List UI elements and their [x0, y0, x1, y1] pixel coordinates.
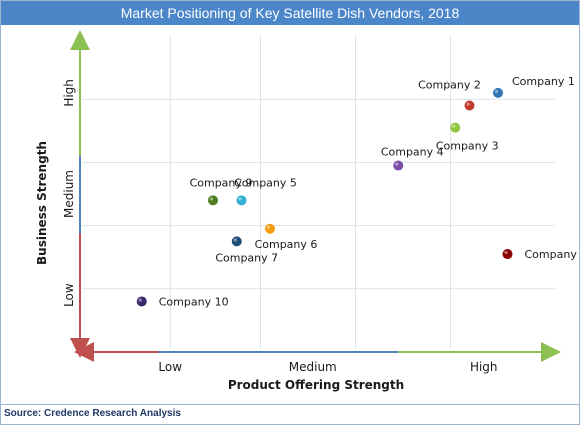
point-company-5: [236, 195, 247, 206]
point-label-company-8: Company 8: [525, 248, 580, 261]
point-label-company-4: Company 4: [381, 146, 444, 159]
point-label-company-7: Company 7: [215, 251, 278, 264]
point-company-9: [208, 195, 218, 206]
point-company-2: [464, 100, 475, 111]
point-highlight: [395, 162, 399, 166]
axes: Low Medium High Low Medium High: [62, 30, 561, 374]
point-label-company-10: Company 10: [159, 295, 229, 308]
grid-lines: [82, 36, 555, 348]
chart-title: Market Positioning of Key Satellite Dish…: [1, 1, 579, 25]
y-tick-label: Medium: [62, 170, 76, 218]
point-highlight: [504, 250, 508, 255]
x-tick-label: Medium: [289, 360, 337, 374]
point-highlight: [233, 238, 237, 242]
y-tick-label: Low: [62, 283, 76, 307]
point-label-company-2: Company 2: [418, 79, 481, 92]
x-tick-label: Low: [158, 360, 182, 374]
point-company-7: [231, 236, 242, 247]
point-label-company-6: Company 6: [255, 238, 318, 251]
source-note: Source: Credence Research Analysis: [4, 408, 181, 419]
point-company-4: [393, 160, 404, 171]
point-company-8: [502, 249, 513, 260]
point-company-6: [265, 223, 275, 234]
x-tick-label: High: [470, 360, 498, 374]
x-axis-title: Product Offering Strength: [228, 378, 404, 392]
point-company-3: [450, 122, 461, 133]
point-highlight: [494, 89, 499, 93]
point-highlight: [209, 197, 214, 201]
y-tick-label: High: [62, 79, 76, 107]
point-company-10: [136, 296, 147, 307]
point-label-company-1: Company 1: [512, 75, 575, 88]
y-axis-title: Business Strength: [35, 141, 49, 265]
point-highlight: [466, 102, 470, 106]
point-highlight: [266, 225, 271, 229]
point-label-company-3: Company 3: [436, 140, 499, 153]
point-label-company-9: Company 9: [190, 176, 253, 189]
point-highlight: [238, 197, 242, 201]
source-divider: [1, 404, 579, 405]
point-label-company-5: Company 5: [234, 176, 297, 189]
point-highlight: [138, 298, 142, 302]
point-highlight: [452, 124, 456, 128]
point-company-1: [493, 87, 503, 98]
